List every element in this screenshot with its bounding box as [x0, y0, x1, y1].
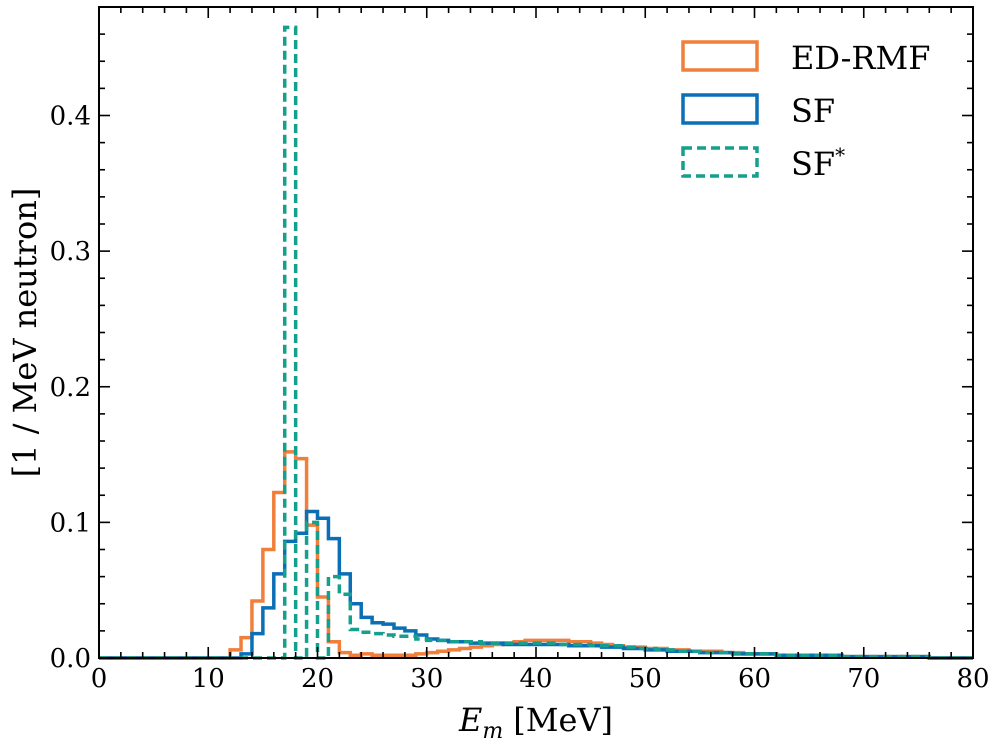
legend-label-sf: SF*: [791, 143, 845, 183]
x-tick-labels: 0 10 20 30 40 50 60 70 80: [91, 664, 990, 694]
x-tick-label: 60: [738, 664, 771, 694]
series-layer: [99, 25, 973, 660]
x-tick-label: 30: [410, 664, 443, 694]
x-tick-label: 80: [956, 664, 989, 694]
x-tick-label: 40: [519, 664, 552, 694]
x-tick-label: 10: [192, 664, 225, 694]
x-axis-label-symbol: E: [458, 701, 482, 739]
y-tick-label: 0.2: [50, 373, 91, 403]
y-axis-label: [1 / MeV neutron]: [6, 188, 44, 478]
legend: ED-RMF SF SF*: [681, 39, 930, 183]
x-axis-label: Em [MeV]: [458, 701, 613, 744]
y-tick-label: 0.1: [50, 508, 91, 538]
y-tick-label: 0.3: [50, 237, 91, 267]
legend-label-ed-rmf: ED-RMF: [791, 39, 930, 77]
y-tick-label: 0.4: [50, 102, 91, 132]
legend-swatch-sf: [681, 146, 759, 178]
legend-swatch-sf: [681, 93, 759, 125]
x-tick-label: 70: [847, 664, 880, 694]
legend-swatch-ed-rmf: [681, 40, 759, 72]
x-axis-label-subscript: m: [482, 719, 503, 744]
x-tick-label: 50: [629, 664, 662, 694]
series-sf-histogram: [99, 25, 973, 660]
legend-label-sf: SF: [791, 92, 835, 130]
x-axis-label-unit: [MeV]: [513, 701, 613, 739]
y-tick-labels: 0.0 0.1 0.2 0.3 0.4: [50, 102, 91, 675]
x-tick-label: 0: [91, 664, 108, 694]
y-tick-label: 0.0: [50, 644, 91, 674]
plot-frame: [98, 6, 974, 659]
x-tick-label: 20: [301, 664, 334, 694]
